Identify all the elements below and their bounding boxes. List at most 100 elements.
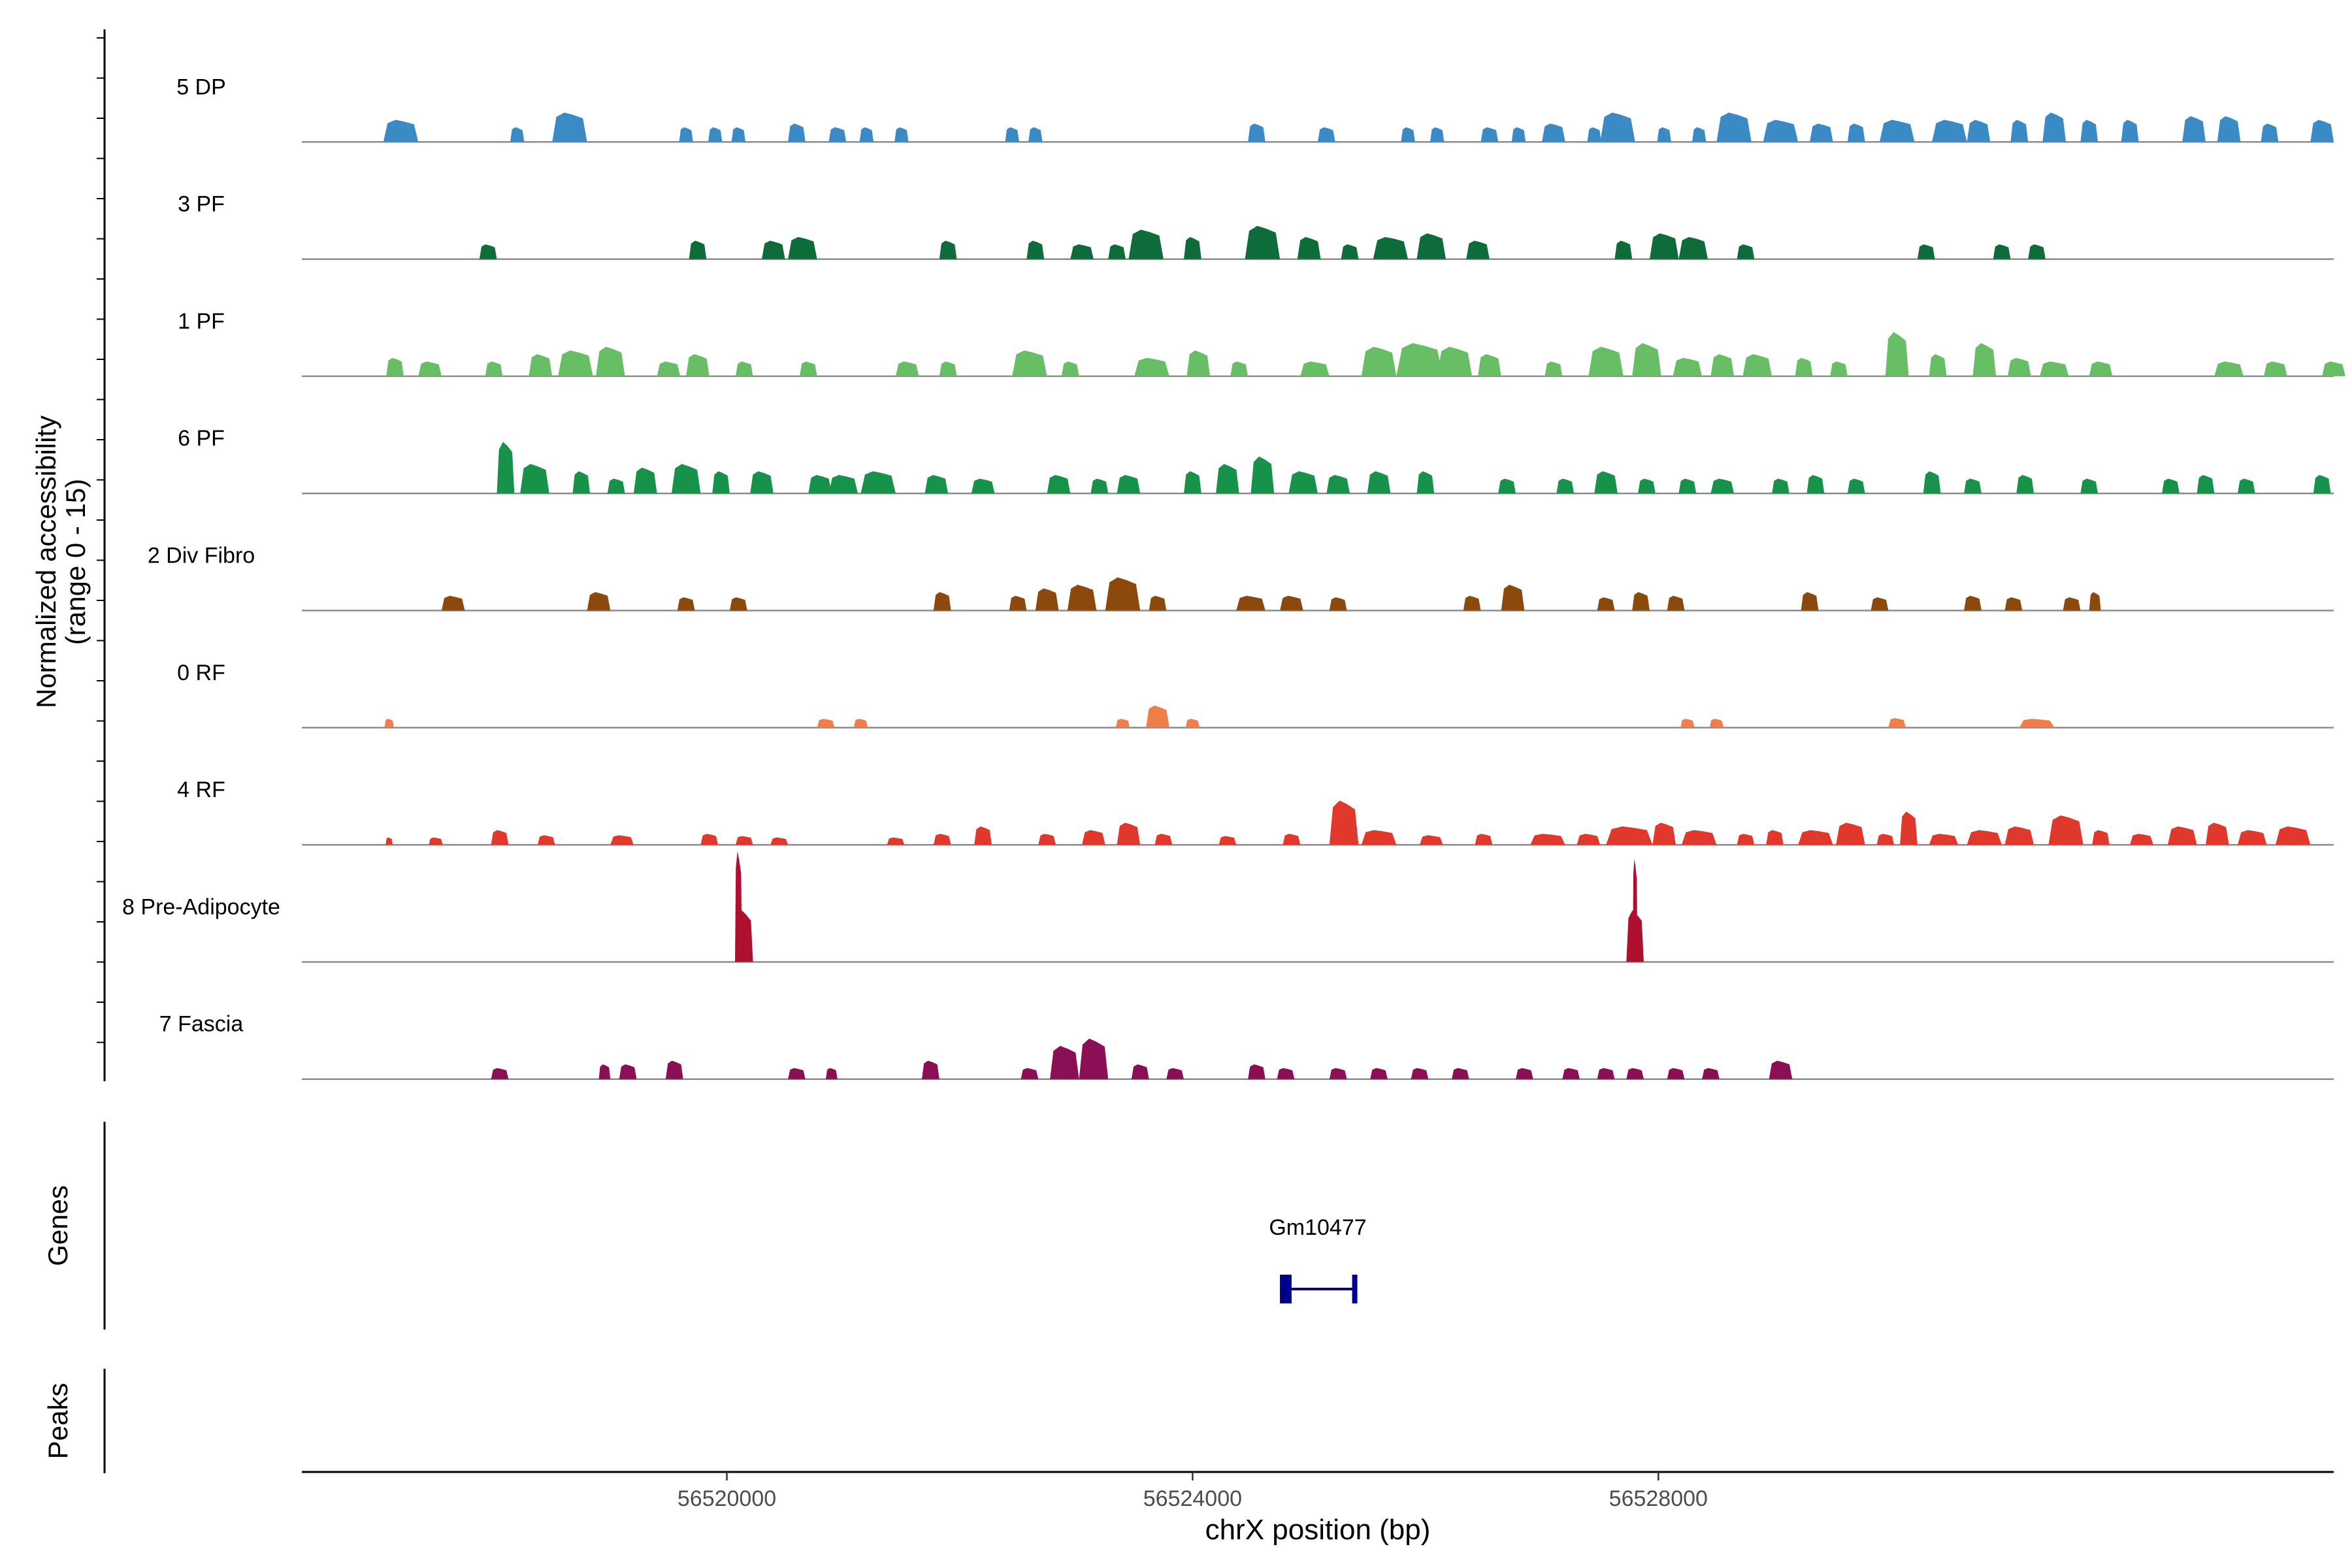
coverage-peak: [1900, 811, 1918, 845]
coverage-peak: [1667, 1068, 1685, 1079]
coverage-peak: [429, 837, 443, 845]
coverage-peak: [607, 478, 625, 494]
coverage-peak: [1131, 1064, 1149, 1079]
x-axis-title: chrX position (bp): [1205, 1514, 1431, 1546]
coverage-peak: [1967, 120, 1991, 142]
track-label: 0 RF: [177, 661, 225, 685]
coverage-peak: [418, 361, 442, 376]
coverage-peak: [2042, 112, 2066, 142]
coverage-peak: [1028, 127, 1043, 142]
coverage-peak: [1430, 127, 1445, 142]
coverage-peak: [1184, 237, 1201, 259]
coverage-peak: [558, 350, 593, 376]
coverage-peak: [1556, 478, 1575, 494]
coverage-peak: [1830, 361, 1848, 376]
coverage-peak: [2080, 120, 2099, 142]
coverage-peak: [1597, 597, 1615, 611]
track-label: 3 PF: [178, 192, 225, 217]
coverage-peak: [1710, 354, 1735, 376]
coverage-peak: [1248, 1064, 1266, 1079]
track-label: 2 Div Fibro: [148, 544, 255, 568]
coverage-peak: [1498, 478, 1516, 494]
coverage-peak: [1154, 834, 1173, 845]
coverage-peak: [933, 592, 951, 611]
coverage-peak: [1932, 120, 1967, 142]
coverage-peak: [1082, 830, 1105, 845]
coverage-peak: [1649, 233, 1679, 259]
coverage-peak: [2080, 478, 2099, 494]
coverage-peak: [1993, 244, 2011, 259]
coverage-peak: [679, 127, 693, 142]
coverage-peak: [1702, 1068, 1720, 1079]
coverage-peak: [1879, 120, 1915, 142]
coverage-peak: [1480, 127, 1499, 142]
y-axis-ticks: [97, 37, 105, 1043]
coverage-peak: [1230, 361, 1249, 376]
coverage-peak: [1929, 834, 1959, 845]
gene-gm10477: Gm10477: [1269, 1215, 1367, 1303]
coverage-peak: [1614, 240, 1633, 259]
coverage-peak: [1810, 123, 1833, 142]
coverage-peak: [1597, 1068, 1615, 1079]
coverage-peak: [384, 719, 394, 728]
coverage-peak: [1795, 357, 1813, 376]
coverage-peak: [619, 1064, 637, 1079]
coverage-peak: [2275, 826, 2311, 845]
coverage-peak: [1149, 595, 1167, 611]
coverage-peak: [1632, 343, 1661, 376]
coverage-peak: [1964, 478, 1982, 494]
coverage-peak: [598, 1064, 611, 1079]
coverage-peak: [529, 354, 553, 376]
coverage-peak: [1277, 1068, 1295, 1079]
coverage-peak: [1801, 592, 1819, 611]
coverage-peak: [1370, 1068, 1388, 1079]
coverage-peak: [1836, 823, 1865, 845]
coverage-peak: [2182, 116, 2206, 142]
coverage-peak: [1972, 343, 1997, 376]
coverage-tracks: 5 DP 3 PF 1 PF 6 PF 2 Div Fibro 0 RF 4 RF 8 Pre…: [122, 74, 2345, 1080]
coverage-peak: [2089, 592, 2101, 611]
coverage-peak: [1501, 585, 1525, 611]
coverage-peak: [1876, 834, 1895, 845]
gene-track: Gm10477: [1269, 1215, 1367, 1303]
coverage-peak: [799, 361, 817, 376]
coverage-peak: [1798, 830, 1833, 845]
coverage-peak: [2130, 834, 2153, 845]
coverage-peak: [1061, 361, 1079, 376]
coverage-peak: [2004, 597, 2023, 611]
coverage-peak: [817, 719, 835, 728]
coverage-peak: [1012, 350, 1047, 376]
coverage-peak: [939, 361, 957, 376]
coverage-peak: [1250, 456, 1275, 494]
coverage-peak: [1681, 830, 1717, 845]
peaks-track-label: Peaks: [42, 1383, 73, 1460]
x-tick-label: 56524000: [1143, 1486, 1242, 1511]
track-3-pf: 3 PF: [178, 192, 2334, 260]
coverage-peak: [1888, 718, 1906, 728]
coverage-peak: [1626, 1068, 1644, 1079]
coverage-peak: [491, 830, 509, 845]
coverage-peak: [2028, 244, 2046, 259]
coverage-peak: [1870, 597, 1889, 611]
coverage-peak: [1588, 346, 1624, 376]
coverage-peak: [894, 127, 909, 142]
coverage-peak: [974, 826, 992, 845]
track-5-dp: 5 DP: [176, 74, 2334, 143]
coverage-peak: [1692, 127, 1707, 142]
coverage-peak: [1929, 354, 1947, 376]
coverage-peak: [853, 719, 868, 728]
coverage-peak: [2264, 361, 2287, 376]
coverage-peak: [1248, 123, 1266, 142]
coverage-peak: [1050, 1045, 1079, 1079]
coverage-peak: [1282, 834, 1301, 845]
coverage-peak: [1401, 127, 1415, 142]
track-0-rf: 0 RF: [177, 661, 2334, 729]
coverage-peak: [1737, 834, 1755, 845]
coverage-peak: [1146, 705, 1169, 728]
coverage-peak: [1847, 478, 1865, 494]
coverage-peak: [939, 240, 957, 259]
coverage-peak: [677, 597, 695, 611]
coverage-peak: [2010, 120, 2029, 142]
coverage-peak: [1516, 1068, 1533, 1079]
coverage-peak: [1411, 1068, 1429, 1079]
